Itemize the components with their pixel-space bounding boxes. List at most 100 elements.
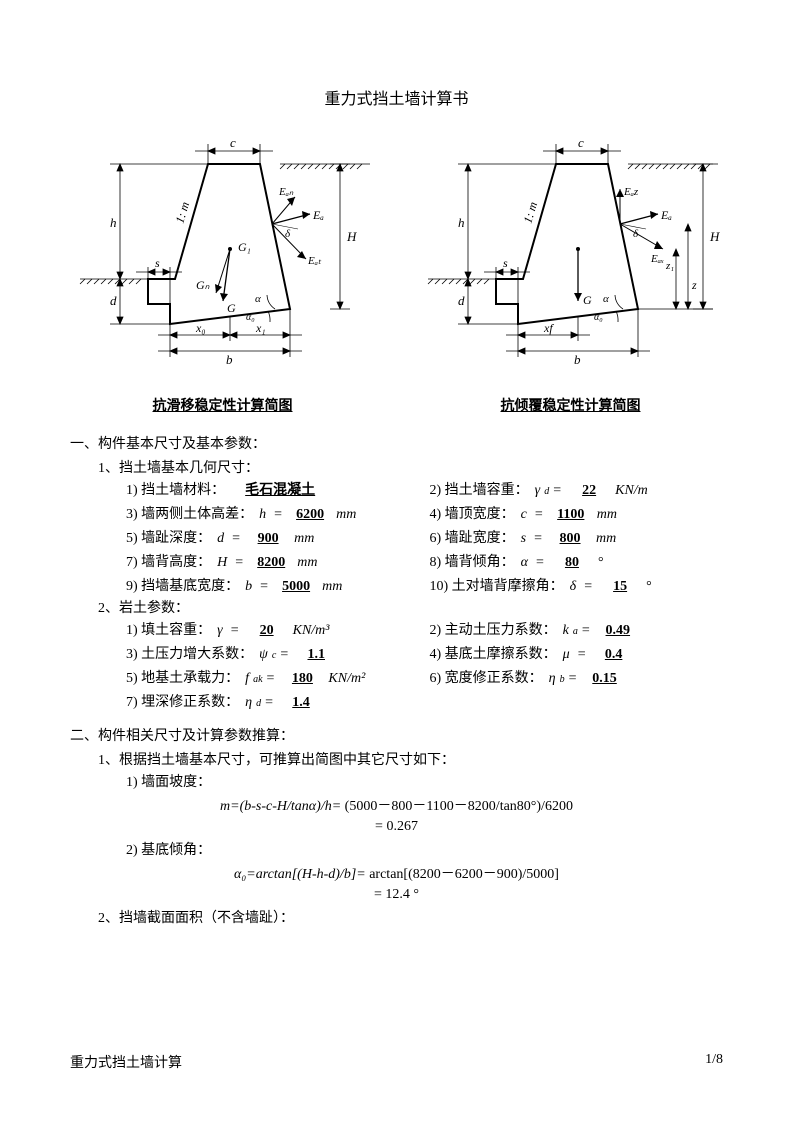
- p5l: 9) 挡墙基底宽度：: [126, 575, 239, 595]
- q3r-sym: η: [549, 671, 556, 687]
- q2r-val: 0.4: [594, 647, 634, 663]
- q4l-val: 1.4: [281, 695, 321, 711]
- diagrams-row: c H h: [70, 129, 723, 415]
- svg-text:Eₐₜ: Eₐₜ: [307, 255, 322, 267]
- formula-a0: α₀=arctan[(H-h-d)/b]= arctan[(8200－6200－…: [70, 863, 723, 883]
- doc-title: 重力式挡土墙计算书: [70, 85, 723, 109]
- p2l-unit: mm: [336, 507, 356, 523]
- p5l-val: 5000: [276, 579, 316, 595]
- p1r-val: 22: [569, 483, 609, 499]
- svg-text:x₁: x₁: [255, 321, 266, 335]
- svg-text:c: c: [230, 135, 236, 150]
- p5r: 10) 土对墙背摩擦角：: [430, 575, 564, 595]
- svg-text:Eₐ: Eₐ: [660, 208, 672, 222]
- q1r-sym: k: [563, 623, 569, 639]
- p2r-val: 1100: [551, 507, 591, 523]
- sec2-s1a-title: 1) 墙面坡度：: [126, 771, 723, 791]
- p5r-val: 15: [600, 579, 640, 595]
- svg-text:Eₐₓ: Eₐₓ: [650, 253, 664, 265]
- sec2-s2-title: 2、挡墙截面面积（不含墙趾）：: [98, 907, 723, 927]
- sec1-s1-params: 1) 挡土墙材料： 毛石混凝土 2) 挡土墙容重：γd=22KN/m 3) 墙两…: [126, 479, 723, 595]
- p3r-val: 800: [550, 531, 590, 547]
- p4l: 7) 墙背高度：: [126, 551, 211, 571]
- q3r-val: 0.15: [585, 671, 625, 687]
- p3r: 6) 墙趾宽度：: [430, 527, 515, 547]
- q1l-sym: γ: [217, 623, 223, 639]
- q3l-sub: ak: [253, 674, 262, 685]
- svg-text:δ: δ: [285, 228, 291, 240]
- svg-text:x₀: x₀: [195, 321, 206, 335]
- p2r-unit: mm: [597, 507, 617, 523]
- p4l-unit: mm: [297, 555, 317, 571]
- svg-text:G: G: [583, 293, 592, 307]
- svg-text:d: d: [110, 293, 117, 308]
- p4r-unit: °: [598, 555, 604, 571]
- p2l: 3) 墙两侧土体高差：: [126, 503, 253, 523]
- q2l: 3) 土压力增大系数：: [126, 643, 253, 663]
- sec1-s1-title: 1、挡土墙基本几何尺寸：: [98, 457, 723, 477]
- svg-text:δ: δ: [633, 228, 639, 240]
- q3r-sub: b: [560, 674, 565, 685]
- svg-text:h: h: [110, 215, 117, 230]
- p2r: 4) 墙顶宽度：: [430, 503, 515, 523]
- diagram-right: c H z₁ z: [418, 129, 723, 415]
- footer-right: 1/8: [705, 1052, 723, 1072]
- q2l-sub: c: [272, 650, 276, 661]
- q2r-sym: μ: [563, 647, 570, 663]
- svg-text:Eₐ: Eₐ: [312, 208, 324, 222]
- p5r-unit: °: [646, 579, 652, 595]
- material: 毛石混凝土: [239, 479, 321, 499]
- q1l-unit: KN/m³: [293, 623, 330, 639]
- svg-text:1: m: 1: m: [520, 200, 540, 225]
- svg-text:d: d: [458, 293, 465, 308]
- q4l-sub: d: [256, 698, 261, 709]
- sec2-s1-title: 1、根据挡土墙基本尺寸，可推算出简图中其它尺寸如下：: [98, 749, 723, 769]
- sec2-s1b-title: 2) 基底倾角：: [126, 839, 723, 859]
- p4l-val: 8200: [251, 555, 291, 571]
- formula-m2: = 0.267: [70, 819, 723, 835]
- diagram-left: c H h: [70, 129, 375, 415]
- p1r-unit: KN/m: [615, 483, 648, 499]
- svg-text:Eₐₙ: Eₐₙ: [278, 186, 294, 198]
- p4r-val: 80: [552, 555, 592, 571]
- p3l: 5) 墙趾深度：: [126, 527, 211, 547]
- q1r-sub: a: [573, 626, 578, 637]
- svg-text:xf: xf: [543, 321, 554, 335]
- svg-text:H: H: [346, 229, 357, 244]
- q1r-val: 0.49: [598, 623, 638, 639]
- p3r-sym: s: [521, 531, 526, 547]
- svg-text:c: c: [578, 135, 584, 150]
- p4r: 8) 墙背倾角：: [430, 551, 515, 571]
- q2r: 4) 基底土摩擦系数：: [430, 643, 557, 663]
- q3r: 6) 宽度修正系数：: [430, 667, 543, 687]
- svg-text:b: b: [574, 352, 581, 367]
- p1r: 2) 挡土墙容重：: [430, 479, 529, 499]
- sec1-s2-title: 2、岩土参数：: [98, 597, 723, 617]
- q2l-sym: ψ: [259, 647, 268, 663]
- q4l-sym: η: [245, 695, 252, 711]
- p2l-sym: h: [259, 507, 266, 523]
- svg-text:s: s: [503, 256, 508, 270]
- svg-text:G: G: [227, 301, 236, 315]
- p2l-val: 6200: [290, 507, 330, 523]
- svg-text:s: s: [155, 256, 160, 270]
- p3l-val: 900: [248, 531, 288, 547]
- svg-text:1: m: 1: m: [172, 200, 192, 225]
- p4r-sym: α: [521, 555, 528, 571]
- diagram-right-caption: 抗倾覆稳定性计算简图: [418, 395, 723, 415]
- p2r-sym: c: [521, 507, 527, 523]
- svg-text:α: α: [255, 293, 261, 305]
- q3l: 5) 地基土承载力：: [126, 667, 239, 687]
- p4l-sym: H: [217, 555, 227, 571]
- q4l: 7) 埋深修正系数：: [126, 691, 239, 711]
- p1l: 1) 挡土墙材料：: [126, 479, 225, 499]
- p3r-unit: mm: [596, 531, 616, 547]
- svg-text:b: b: [226, 352, 233, 367]
- sec1-s2-params: 1) 填土容重：γ=20KN/m³ 2) 主动土压力系数：ka=0.49 3) …: [126, 619, 723, 711]
- svg-text:Gₙ: Gₙ: [196, 278, 210, 292]
- svg-text:α₀: α₀: [246, 312, 255, 323]
- svg-text:α: α: [603, 293, 609, 305]
- p5l-sym: b: [245, 579, 252, 595]
- svg-text:G₁: G₁: [238, 240, 251, 254]
- p3l-sym: d: [217, 531, 224, 547]
